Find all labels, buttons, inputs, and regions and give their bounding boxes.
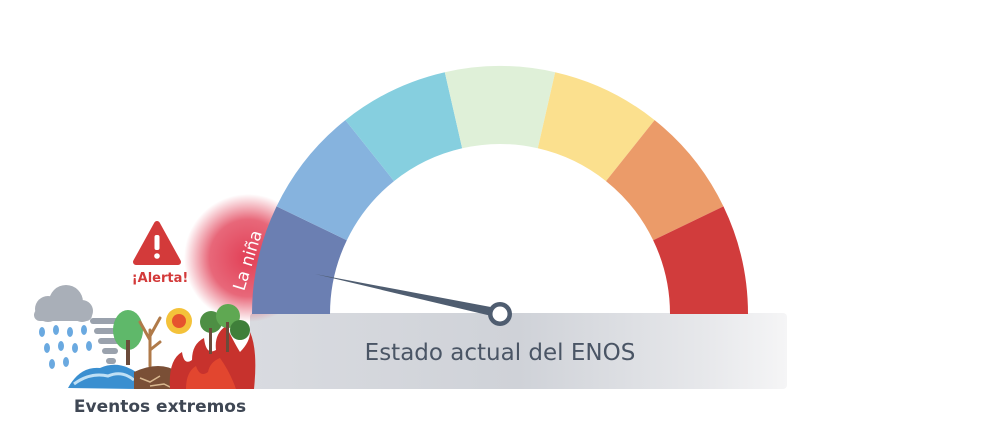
extreme-events-illustration (34, 285, 256, 389)
green-tree-icon (113, 310, 143, 365)
drought-tree-icon (134, 316, 178, 389)
extreme-events-label: Eventos extremos (73, 397, 247, 417)
alert-label: ¡Alerta! (131, 271, 189, 286)
rain-cloud-icon (34, 285, 93, 369)
gauge-segment (605, 120, 724, 241)
flood-icon (68, 364, 140, 389)
sun-icon (166, 308, 192, 334)
gauge-needle (315, 274, 512, 326)
gauge-segment (345, 72, 463, 182)
gauge-segment (252, 206, 347, 314)
gauge-segment (276, 120, 395, 241)
gauge-base-label: Estado actual del ENOS (364, 340, 636, 366)
trees-icon (200, 304, 250, 354)
warning-icon (133, 221, 181, 265)
gauge-arc (252, 66, 748, 314)
fire-icon (169, 326, 256, 389)
gauge-segment (653, 206, 748, 314)
gauge-segment (537, 72, 655, 182)
gauge-base-band (250, 313, 787, 389)
gauge-segment (444, 66, 556, 149)
